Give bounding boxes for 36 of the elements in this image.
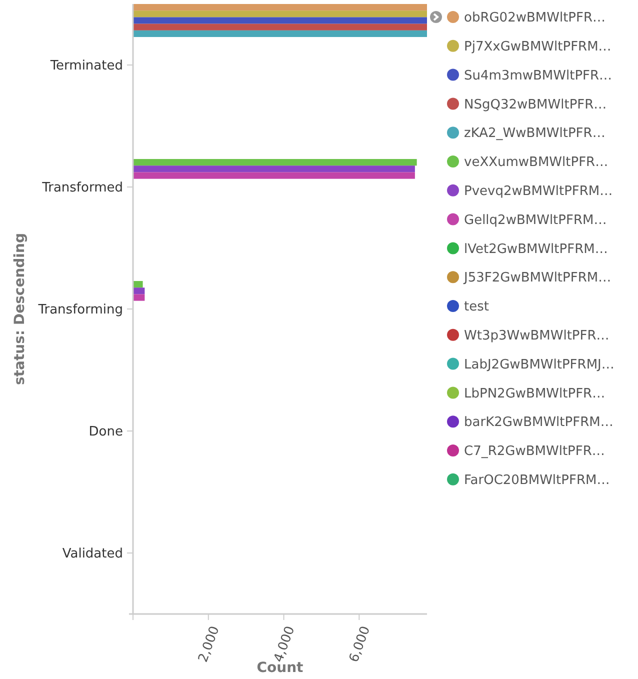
y-tick-label: Terminated (49, 58, 123, 74)
x-tick-label: 2,000 (196, 624, 223, 664)
bar (133, 159, 417, 166)
bar (133, 10, 427, 18)
legend-label: barK2GwBMWltPFRM… (464, 415, 614, 430)
legend-label: Wt3p3WwBMWltPFR… (464, 328, 610, 344)
legend-label: C7_R2GwBMWltPFR… (464, 444, 605, 460)
legend-label: NSgQ32wBMWltPFR… (464, 97, 607, 112)
legend-label: LabJ2GwBMWltPFRMJ… (464, 357, 614, 372)
bar (133, 17, 427, 24)
y-tick-label: Validated (62, 546, 123, 562)
legend-label: veXXumwBMWltPFR… (464, 155, 608, 170)
bar (133, 294, 145, 301)
legend-label: lVet2GwBMWltPFRM… (464, 242, 608, 257)
bar (133, 30, 427, 38)
y-tick-label: Transformed (41, 180, 123, 196)
x-axis-title: Count (256, 660, 304, 676)
bar (133, 24, 427, 30)
legend-label: Pj7XxGwBMWltPFRM… (464, 39, 612, 54)
y-tick-label: Transforming (37, 302, 123, 318)
legend-label: zKA2_WwBMWltPFR… (464, 126, 606, 142)
y-tick-label: Done (88, 424, 123, 440)
legend-label: Pvevq2wBMWltPFRM… (464, 184, 613, 199)
legend-label: Gellq2wBMWltPFRM… (464, 212, 607, 228)
bar (133, 4, 427, 11)
legend-label: LbPN2GwBMWltPFR… (464, 386, 606, 402)
bar (133, 172, 415, 179)
legend-label: J53F2GwBMWltPFRM… (463, 270, 612, 286)
y-axis-title: status: Descending (12, 233, 28, 385)
bar (133, 281, 143, 288)
legend-label: obRG02wBMWltPFR… (464, 10, 606, 26)
x-tick-label: 6,000 (346, 624, 374, 664)
legend-label: test (464, 300, 489, 315)
legend-label: FarOC20BMWltPFRM… (464, 472, 610, 488)
legend-label: Su4m3mwBMWltPFR… (464, 68, 612, 84)
bar (133, 166, 415, 172)
